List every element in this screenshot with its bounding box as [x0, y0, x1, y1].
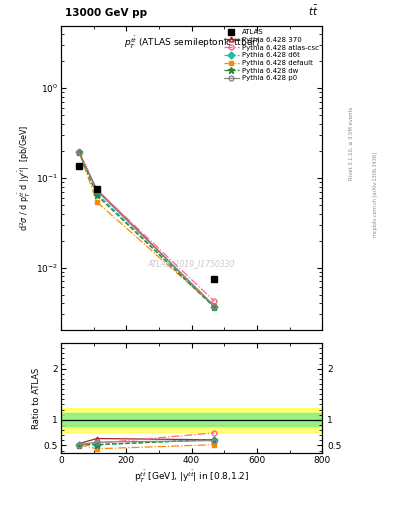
Pythia 6.428 default — [212, 303, 217, 309]
Line: ATLAS: ATLAS — [76, 163, 218, 282]
Pythia 6.428 dw — [94, 192, 99, 198]
Bar — [61, 408, 322, 432]
Line: Pythia 6.428 dw: Pythia 6.428 dw — [76, 149, 218, 310]
Pythia 6.428 p0 — [94, 187, 99, 194]
Text: 13000 GeV pp: 13000 GeV pp — [65, 8, 147, 18]
Line: Pythia 6.428 default: Pythia 6.428 default — [77, 150, 217, 309]
Pythia 6.428 370 — [94, 186, 99, 193]
Text: $p_T^{t\bar{t}}$ (ATLAS semileptonic ttbar): $p_T^{t\bar{t}}$ (ATLAS semileptonic ttb… — [123, 35, 260, 51]
ATLAS — [77, 163, 81, 169]
ATLAS — [94, 185, 99, 191]
Legend: ATLAS, Pythia 6.428 370, Pythia 6.428 atlas-csc, Pythia 6.428 d6t, Pythia 6.428 : ATLAS, Pythia 6.428 370, Pythia 6.428 at… — [222, 27, 321, 83]
Pythia 6.428 370 — [212, 303, 217, 309]
Pythia 6.428 atlas-csc — [212, 298, 217, 305]
Pythia 6.428 p0 — [77, 149, 81, 155]
Text: mcplots.cern.ch [arXiv:1306.3436]: mcplots.cern.ch [arXiv:1306.3436] — [373, 152, 378, 237]
Bar — [61, 413, 322, 426]
Pythia 6.428 dw — [212, 304, 217, 310]
X-axis label: p$^{t\bar{t}}_{T}$ [GeV], |y$^{t\bar{t}}$| in [0.8,1.2]: p$^{t\bar{t}}_{T}$ [GeV], |y$^{t\bar{t}}… — [134, 469, 249, 485]
Text: $t\bar{t}$: $t\bar{t}$ — [308, 4, 318, 18]
Line: Pythia 6.428 370: Pythia 6.428 370 — [77, 150, 217, 309]
Line: Pythia 6.428 p0: Pythia 6.428 p0 — [77, 150, 217, 309]
Pythia 6.428 default — [77, 149, 81, 155]
Text: ATLAS_2019_I1750330: ATLAS_2019_I1750330 — [148, 259, 235, 268]
Pythia 6.428 370 — [77, 149, 81, 155]
Pythia 6.428 atlas-csc — [94, 186, 99, 193]
Y-axis label: Ratio to ATLAS: Ratio to ATLAS — [32, 368, 41, 429]
Pythia 6.428 d6t — [94, 190, 99, 197]
Pythia 6.428 atlas-csc — [77, 149, 81, 155]
Pythia 6.428 default — [94, 199, 99, 205]
Text: Rivet 3.1.10, ≥ 3.5M events: Rivet 3.1.10, ≥ 3.5M events — [349, 106, 354, 180]
Line: Pythia 6.428 d6t: Pythia 6.428 d6t — [77, 150, 217, 310]
Pythia 6.428 d6t — [77, 149, 81, 155]
Pythia 6.428 d6t — [212, 304, 217, 310]
Y-axis label: d$^2\sigma$ / d p$^{t\bar{t}}_{T}$ d |y$^{t\bar{t}}$|  [pb/GeV]: d$^2\sigma$ / d p$^{t\bar{t}}_{T}$ d |y$… — [17, 125, 33, 231]
Line: Pythia 6.428 atlas-csc: Pythia 6.428 atlas-csc — [77, 150, 217, 304]
ATLAS — [212, 275, 217, 282]
Pythia 6.428 dw — [77, 149, 81, 155]
Pythia 6.428 p0 — [212, 303, 217, 309]
